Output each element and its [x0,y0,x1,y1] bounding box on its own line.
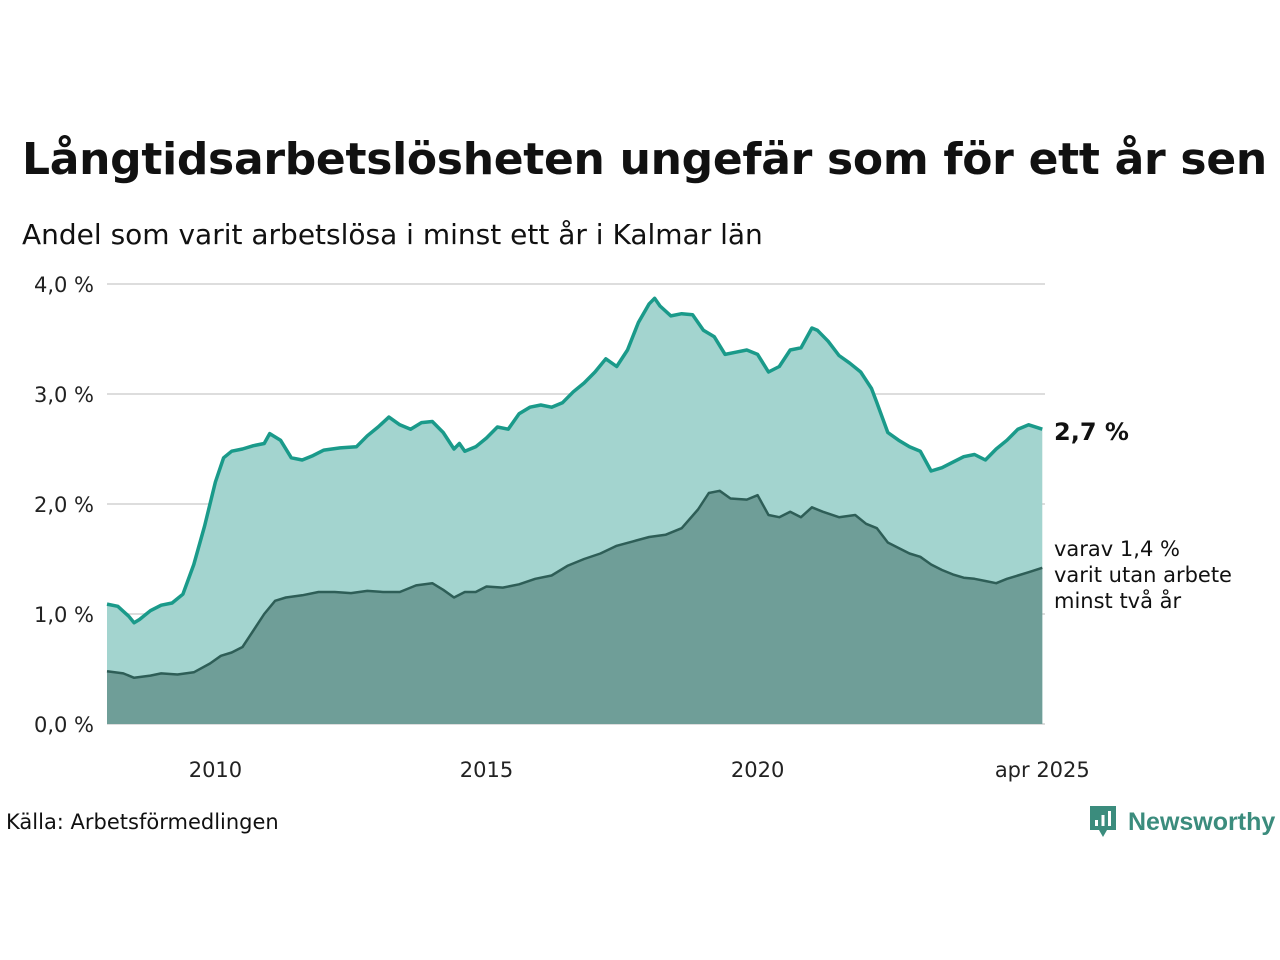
total-end-label: 2,7 % [1054,418,1129,446]
two-year-label-line-3: minst två år [1054,588,1182,613]
two-year-label-line-2: varit utan arbete [1054,563,1232,587]
y-tick-label: 0,0 % [34,713,94,737]
x-tick-label: apr 2025 [995,758,1090,782]
y-axis-ticks: 0,0 % 1,0 % 2,0 % 3,0 % 4,0 % [34,273,94,737]
y-tick-label: 1,0 % [34,603,94,627]
y-tick-label: 4,0 % [34,273,94,297]
chart-subtitle: Andel som varit arbetslösa i minst ett å… [22,218,763,251]
two-year-area-fill [107,490,1043,724]
two-year-label-line-1: varav 1,4 % [1054,537,1180,561]
chart-bubble-icon [1090,806,1116,837]
source-note: Källa: Arbetsförmedlingen [6,810,279,834]
two-year-series-line [106,489,1043,680]
x-tick-label: 2010 [189,758,242,782]
x-tick-label: 2015 [460,758,513,782]
x-axis-ticks: 2010 2015 2020 apr 2025 [189,758,1090,782]
newsworthy-logo: Newsworthy [1088,804,1275,840]
y-tick-label: 3,0 % [34,383,94,407]
brand-name: Newsworthy [1128,807,1276,836]
x-tick-label: 2020 [731,758,784,782]
chart-title: Långtidsarbetslösheten ungefär som för e… [22,134,1267,185]
total-series-line [106,296,1043,625]
y-tick-label: 2,0 % [34,493,94,517]
